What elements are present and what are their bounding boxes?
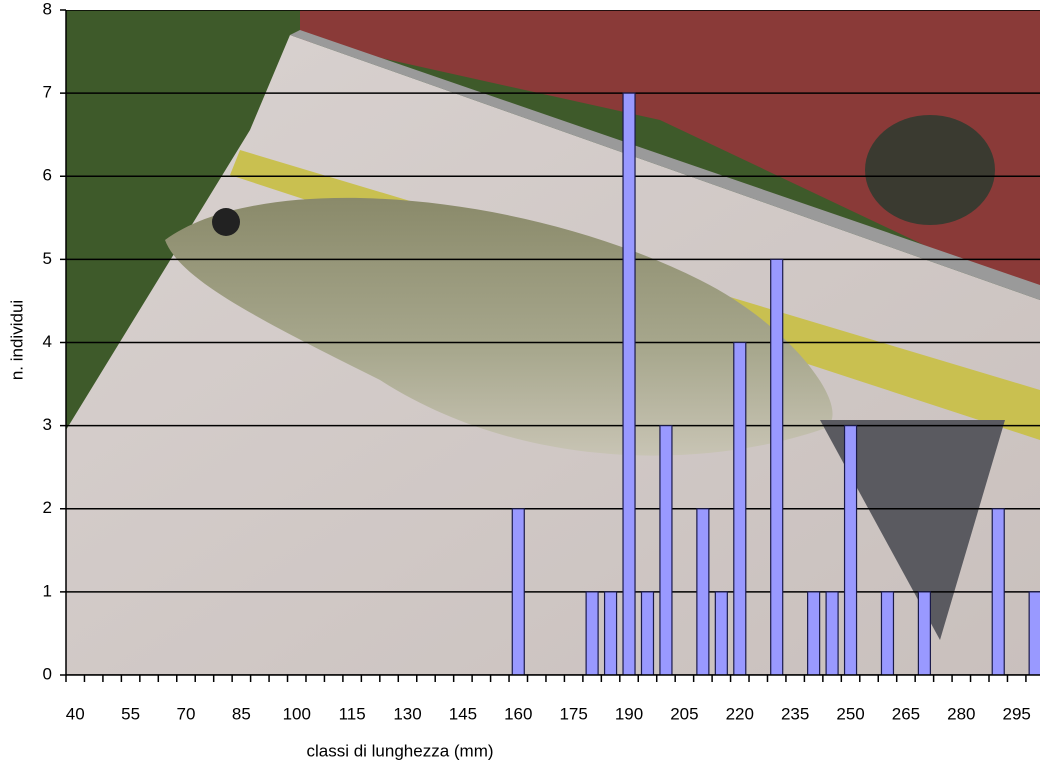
bar — [640, 591, 655, 675]
x-axis-title: classi di lunghezza (mm) — [306, 741, 493, 760]
y-tick-label: 8 — [43, 0, 52, 18]
x-tick-label: 100 — [283, 704, 311, 723]
x-tick-label: 190 — [615, 704, 643, 723]
x-tick-label: 145 — [449, 704, 477, 723]
bar — [1028, 591, 1040, 675]
bar — [825, 591, 839, 675]
y-tick-label: 4 — [43, 332, 52, 351]
x-tick-label: 40 — [66, 704, 85, 723]
y-tick-label: 3 — [43, 415, 52, 434]
plot — [66, 10, 1040, 675]
bar — [991, 508, 1005, 675]
x-tick-label: 205 — [670, 704, 698, 723]
bar — [696, 508, 710, 675]
x-tick-label: 85 — [232, 704, 251, 723]
y-tick-label: 5 — [43, 249, 52, 268]
y-tick-label: 7 — [43, 83, 52, 102]
bar — [511, 508, 525, 675]
bar — [714, 591, 728, 675]
bar — [770, 258, 784, 675]
bar — [807, 591, 821, 675]
bar — [622, 92, 636, 675]
bar — [880, 591, 895, 675]
bar — [917, 591, 931, 675]
y-tick-label: 6 — [43, 166, 52, 185]
bar — [603, 591, 618, 675]
x-tick-label: 250 — [836, 704, 864, 723]
x-tick-label: 175 — [559, 704, 587, 723]
x-tick-label: 265 — [892, 704, 920, 723]
bar — [659, 425, 673, 675]
x-tick-label: 280 — [947, 704, 975, 723]
bar — [585, 591, 599, 675]
x-tick-label: 130 — [393, 704, 421, 723]
bar — [733, 341, 747, 675]
x-tick-label: 55 — [121, 704, 140, 723]
x-tick-label: 70 — [177, 704, 196, 723]
x-tick-label: 235 — [781, 704, 809, 723]
x-tick-label: 295 — [1003, 704, 1031, 723]
y-tick-label: 2 — [43, 498, 52, 517]
x-tick-label: 115 — [339, 704, 366, 723]
x-tick-label: 220 — [726, 704, 754, 723]
y-tick-label: 1 — [43, 581, 52, 600]
x-tick-label: 160 — [504, 704, 532, 723]
y-axis-title: n. individui — [7, 300, 26, 380]
bar — [843, 425, 858, 675]
y-tick-label: 0 — [43, 664, 52, 683]
